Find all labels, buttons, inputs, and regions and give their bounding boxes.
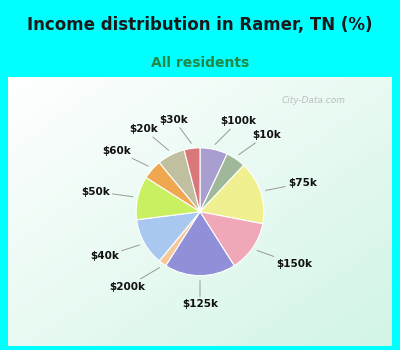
Text: $30k: $30k [160, 115, 191, 143]
Wedge shape [200, 148, 227, 212]
Text: All residents: All residents [151, 56, 249, 70]
Text: $60k: $60k [102, 146, 148, 166]
Text: $20k: $20k [129, 124, 169, 150]
Wedge shape [137, 212, 200, 261]
Wedge shape [200, 154, 244, 212]
Text: $40k: $40k [90, 245, 140, 261]
Text: $125k: $125k [182, 281, 218, 309]
Text: $75k: $75k [266, 178, 317, 190]
Wedge shape [159, 150, 200, 212]
Wedge shape [166, 212, 234, 276]
Wedge shape [159, 212, 200, 266]
Text: $100k: $100k [215, 116, 256, 145]
Text: $10k: $10k [239, 130, 281, 155]
Text: $150k: $150k [257, 251, 313, 269]
Wedge shape [136, 177, 200, 220]
Wedge shape [184, 148, 200, 212]
Wedge shape [200, 165, 264, 224]
Text: $50k: $50k [81, 187, 133, 197]
Wedge shape [200, 212, 263, 266]
Text: $200k: $200k [110, 267, 160, 292]
Text: Income distribution in Ramer, TN (%): Income distribution in Ramer, TN (%) [27, 16, 373, 34]
Wedge shape [146, 162, 200, 212]
Text: City-Data.com: City-Data.com [282, 96, 346, 105]
